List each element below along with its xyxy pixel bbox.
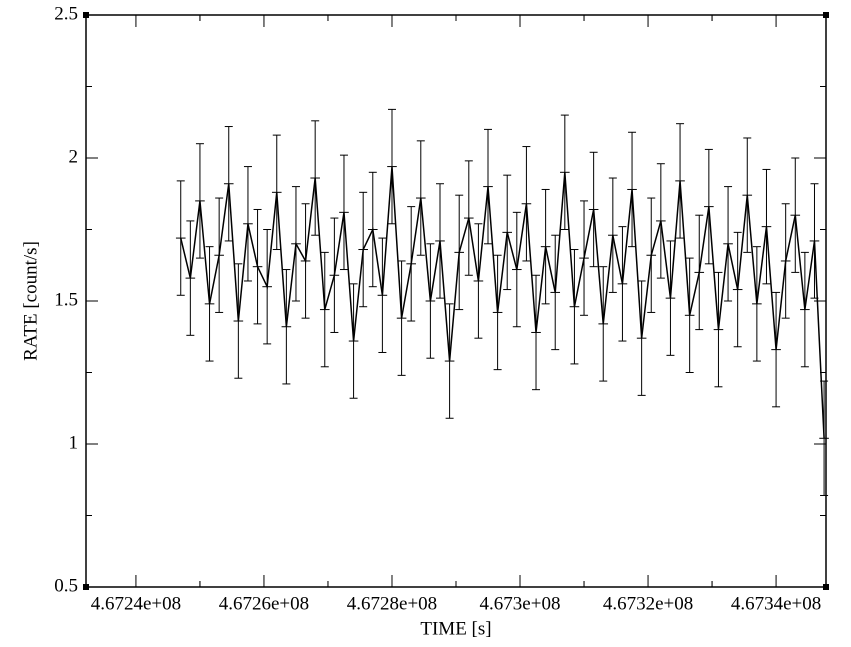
x-tick-label: 4.6734e+08 — [731, 593, 821, 614]
y-tick-label: 1 — [69, 432, 79, 453]
y-tick-label: 2.5 — [54, 3, 78, 24]
y-axis-title: RATE [count/s] — [20, 241, 41, 361]
x-tick-label: 4.6732e+08 — [603, 593, 693, 614]
x-tick-label: 4.6726e+08 — [219, 593, 309, 614]
y-tick-label: 2 — [69, 146, 79, 167]
x-axis-title: TIME [s] — [420, 618, 491, 639]
data-line — [180, 166, 825, 439]
data-series — [175, 108, 829, 496]
x-tick-label: 4.673e+08 — [480, 593, 561, 614]
y-tick-label: 1.5 — [54, 289, 78, 310]
x-tick-label: 4.6724e+08 — [91, 593, 181, 614]
y-tick-label: 0.5 — [54, 575, 78, 596]
x-tick-label: 4.6728e+08 — [347, 593, 437, 614]
plot-frame — [85, 14, 827, 588]
